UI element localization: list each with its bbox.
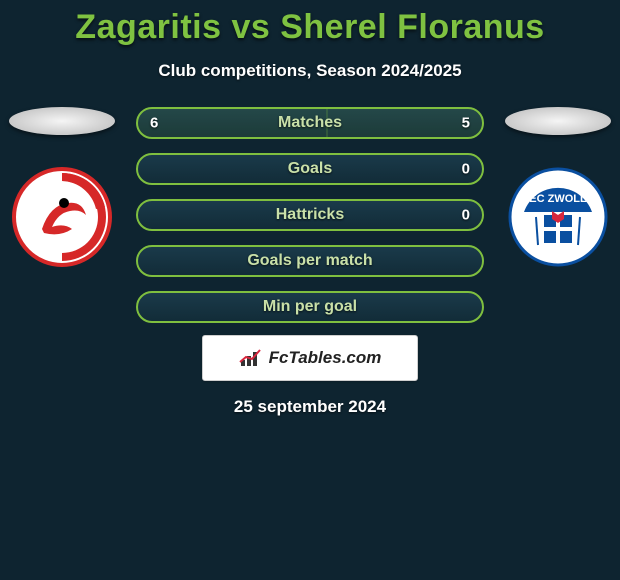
- stat-label: Matches: [138, 114, 482, 132]
- stats-column: Matches65Goals0Hattricks0Goals per match…: [136, 107, 484, 323]
- stat-value-right: 0: [462, 161, 470, 178]
- right-player-silhouette: [505, 107, 611, 135]
- stat-value-right: 0: [462, 207, 470, 224]
- comparison-subtitle: Club competitions, Season 2024/2025: [0, 61, 620, 81]
- stat-label: Hattricks: [138, 206, 482, 224]
- stat-bar: Matches6 5: [136, 107, 484, 139]
- right-team-badge: PEC ZWOLLE: [508, 167, 608, 267]
- right-side: PEC ZWOLLE: [498, 107, 618, 267]
- pec-zwolle-badge-icon: PEC ZWOLLE: [508, 167, 608, 267]
- stat-bar: Goals0: [136, 153, 484, 185]
- comparison-layout: Matches65Goals0Hattricks0Goals per match…: [0, 107, 620, 323]
- svg-text:PEC ZWOLLE: PEC ZWOLLE: [522, 193, 594, 205]
- comparison-date: 25 september 2024: [0, 397, 620, 417]
- stat-label: Goals: [138, 160, 482, 178]
- stat-bar: Min per goal: [136, 291, 484, 323]
- stat-label: Goals per match: [138, 252, 482, 270]
- bar-chart-icon: [239, 348, 263, 368]
- left-side: [2, 107, 122, 267]
- stat-value-right: 5: [462, 115, 470, 132]
- left-team-badge: [12, 167, 112, 267]
- brand-card[interactable]: FcTables.com: [202, 335, 418, 381]
- stat-label: Min per goal: [138, 298, 482, 316]
- comparison-title: Zagaritis vs Sherel Floranus: [0, 0, 620, 47]
- stat-bar: Goals per match: [136, 245, 484, 277]
- stat-bar: Hattricks0: [136, 199, 484, 231]
- left-player-silhouette: [9, 107, 115, 135]
- almere-city-badge-icon: [12, 167, 112, 267]
- stat-value-left: 6: [150, 115, 158, 132]
- brand-text: FcTables.com: [269, 348, 382, 368]
